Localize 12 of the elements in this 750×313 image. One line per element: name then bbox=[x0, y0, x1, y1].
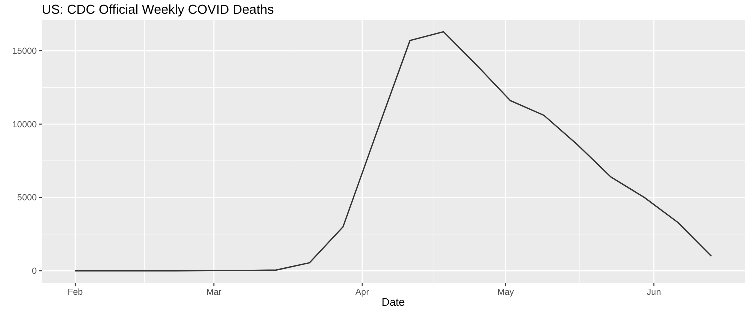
x-tick-label: Apr bbox=[356, 287, 370, 297]
x-axis-title: Date bbox=[382, 297, 406, 309]
x-tick-label: Jun bbox=[647, 287, 662, 297]
y-tick-label: 15000 bbox=[12, 46, 38, 56]
y-tick-label: 5000 bbox=[17, 192, 38, 203]
x-tick-label: Feb bbox=[68, 287, 84, 297]
y-tick-label: 0 bbox=[32, 266, 38, 276]
y-tick-label: 10000 bbox=[12, 119, 38, 130]
line-series bbox=[74, 31, 712, 272]
x-tick-label: May bbox=[498, 287, 515, 297]
x-tick-label: Mar bbox=[206, 287, 222, 297]
chart-title: US: CDC Official Weekly COVID Deaths bbox=[42, 2, 275, 17]
